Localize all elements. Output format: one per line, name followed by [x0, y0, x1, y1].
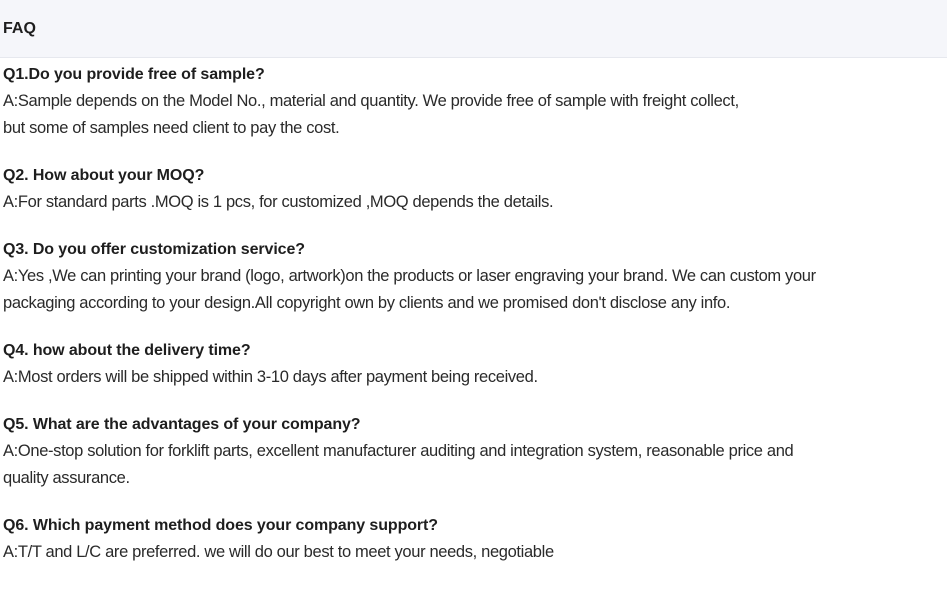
faq-header: FAQ — [0, 0, 947, 58]
faq-list: Q1.Do you provide free of sample? A:Samp… — [0, 58, 947, 566]
faq-question: Q2. How about your MOQ? — [3, 167, 205, 184]
faq-question: Q1.Do you provide free of sample? — [3, 66, 265, 83]
faq-answer-line: but some of samples need client to pay t… — [3, 119, 340, 137]
faq-item: Q1.Do you provide free of sample? A:Samp… — [3, 61, 947, 142]
faq-answer-line: A:One-stop solution for forklift parts, … — [3, 442, 794, 460]
faq-answer-line: A:For standard parts .MOQ is 1 pcs, for … — [3, 193, 554, 211]
page-title: FAQ — [3, 19, 36, 37]
faq-answer-line: A:Yes ,We can printing your brand (logo,… — [3, 267, 816, 285]
faq-question: Q5. What are the advantages of your comp… — [3, 416, 361, 433]
faq-answer-line: A:T/T and L/C are preferred. we will do … — [3, 543, 554, 561]
faq-question: Q3. Do you offer customization service? — [3, 241, 305, 258]
faq-answer-line: A:Most orders will be shipped within 3-1… — [3, 368, 538, 386]
faq-answer-line: packaging according to your design.All c… — [3, 294, 731, 312]
faq-question: Q6. Which payment method does your compa… — [3, 517, 438, 534]
faq-question: Q4. how about the delivery time? — [3, 342, 251, 359]
faq-item: Q4. how about the delivery time? A:Most … — [3, 337, 947, 391]
faq-answer-line: quality assurance. — [3, 469, 130, 487]
faq-item: Q5. What are the advantages of your comp… — [3, 411, 947, 492]
faq-item: Q6. Which payment method does your compa… — [3, 512, 947, 566]
faq-answer-line: A:Sample depends on the Model No., mater… — [3, 92, 739, 110]
faq-item: Q2. How about your MOQ? A:For standard p… — [3, 162, 947, 216]
faq-item: Q3. Do you offer customization service? … — [3, 236, 947, 317]
